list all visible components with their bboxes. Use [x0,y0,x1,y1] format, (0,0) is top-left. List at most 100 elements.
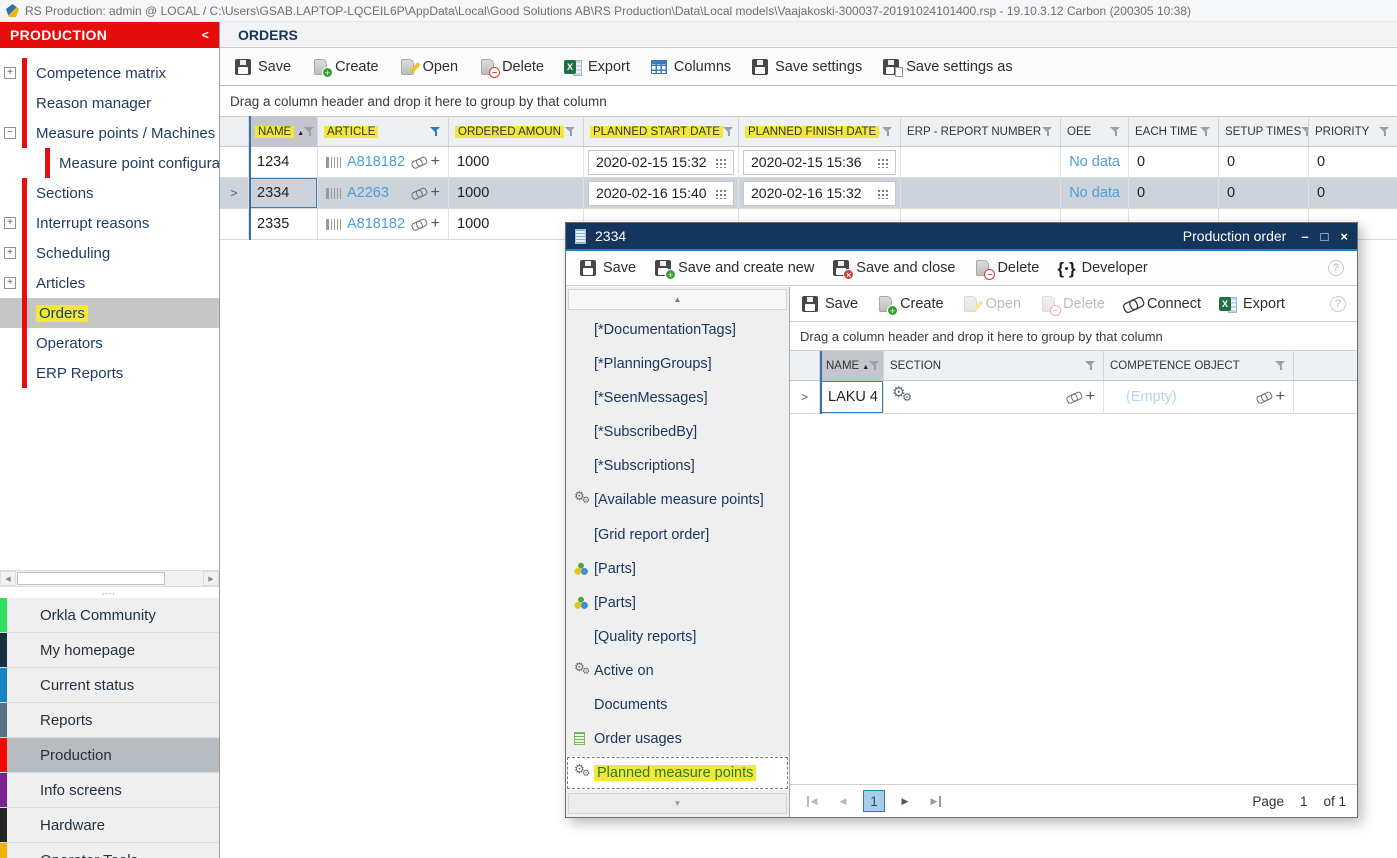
scroll-down-button[interactable] [568,793,787,814]
add-icon[interactable]: + [1275,388,1285,405]
save-button[interactable]: Save [234,58,291,75]
row-expander[interactable] [220,147,249,177]
group-by-dropzone[interactable]: Drag a column header and drop it here to… [220,86,1397,116]
nav-item-planning-groups[interactable]: [*PlanningGroups] [594,356,712,373]
date-editor[interactable]: 2020-02-16 15:32 [743,180,896,206]
cell-ordered-amount[interactable]: 1000 [449,209,584,239]
save-settings-button[interactable]: Save settings [751,58,862,75]
cell-priority[interactable]: 0 [1317,154,1326,170]
article-link[interactable]: A818182 [347,216,406,232]
cell-oee[interactable]: No data [1061,147,1129,177]
cell-name[interactable]: 2334 [249,178,318,208]
export-button[interactable]: Export [564,58,630,76]
sidebar-header[interactable]: PRODUCTION < [0,22,219,48]
cell-competence-object[interactable]: (Empty) + [1104,381,1294,413]
filter-icon[interactable] [869,360,881,371]
link-icon[interactable] [409,215,428,232]
no-data-link[interactable]: No data [1069,154,1120,170]
sidebar-horizontal-scrollbar[interactable]: ◀ ▶ [0,570,219,587]
filter-icon[interactable] [1275,360,1287,371]
nav-item-subscriptions[interactable]: [*Subscriptions] [594,458,695,475]
filter-icon[interactable] [882,126,894,137]
table-row[interactable]: LAKU 4 + (Empty) + [790,381,1357,414]
scrollbar-thumb[interactable] [17,572,165,585]
panel-group-by-dropzone[interactable]: Drag a column header and drop it here to… [790,322,1357,351]
cell-oee[interactable]: No data [1061,178,1129,208]
column-header-name[interactable]: NAME [820,351,884,380]
expand-icon[interactable]: + [4,277,16,289]
sidebar-item-interrupt-reasons[interactable]: + Interrupt reasons [0,208,219,238]
datepicker-icon[interactable] [715,156,726,168]
panel-splitter-handle[interactable] [0,588,219,598]
scroll-up-button[interactable] [568,289,787,310]
nav-item-parts[interactable]: [Parts] [566,586,789,620]
nav-item-production[interactable]: Production [0,738,219,773]
table-row-selected[interactable]: 2334 A2263 + 1000 2020-02-16 15:40 2020-… [220,178,1397,209]
datepicker-icon[interactable] [877,156,888,168]
panel-export-button[interactable]: Export [1219,296,1285,313]
columns-button[interactable]: Columns [650,58,731,75]
sidebar-item-sections[interactable]: Sections [0,178,219,208]
nav-item-operator-tools[interactable]: Operator Tools [0,843,219,858]
column-header-ordered-amount[interactable]: ORDERED AMOUN [449,117,584,146]
open-button[interactable]: Open [399,58,458,75]
nav-item-order-usages[interactable]: Order usages [566,722,789,756]
sidebar-item-orders[interactable]: Orders [0,298,219,328]
pager-next-button[interactable] [894,790,916,812]
filter-icon[interactable] [1379,126,1391,137]
nav-item-grid-report-order[interactable]: [Grid report order] [594,526,710,543]
sidebar-item-competence-matrix[interactable]: + Competence matrix [0,58,219,88]
cell-erp-report-number[interactable] [901,178,1061,208]
scroll-left-icon[interactable]: ◀ [0,571,16,586]
link-icon[interactable] [1064,388,1083,405]
column-header-planned-start[interactable]: PLANNED START DATE [584,117,739,146]
pager-prev-button[interactable] [832,790,854,812]
row-expander[interactable] [220,178,249,208]
sidebar-item-operators[interactable]: Operators [0,328,219,358]
sidebar-item-articles[interactable]: + Articles [0,268,219,298]
cell-setup-times[interactable]: 0 [1219,147,1309,177]
table-row[interactable]: 1234 A818182 + 1000 2020-02-15 15:32 202… [220,147,1397,178]
cell-ordered-amount[interactable]: 1000 [449,178,584,208]
sidebar-item-measure-points[interactable]: − Measure points / Machines [0,118,219,148]
developer-button[interactable]: Developer [1057,260,1148,277]
save-settings-as-button[interactable]: Save settings as [882,58,1013,77]
add-icon[interactable]: + [430,215,440,232]
cell-empty[interactable] [1294,381,1357,413]
panel-save-button[interactable]: Save [801,296,858,313]
cell-each-time[interactable]: 0 [1129,178,1219,208]
filter-icon[interactable] [1110,126,1122,137]
nav-item-subscribed-by[interactable]: [*SubscribedBy] [594,424,698,441]
cell-article[interactable]: A2263 + [318,178,449,208]
cell-erp-report-number[interactable] [901,147,1061,177]
save-and-close-button[interactable]: Save and close [832,260,955,280]
nav-item-orkla-community[interactable]: Orkla Community [0,598,219,633]
date-editor[interactable]: 2020-02-16 15:40 [588,180,734,206]
datepicker-icon[interactable] [877,187,888,199]
scrollbar-track[interactable] [166,571,203,586]
nav-item-quality-reports[interactable]: [Quality reports] [594,628,697,645]
pager-last-button[interactable] [925,790,947,812]
sidebar-item-scheduling[interactable]: + Scheduling [0,238,219,268]
cell-article[interactable]: A818182 + [318,147,449,177]
add-icon[interactable]: + [1085,388,1095,405]
nav-item-documents[interactable]: Documents [594,696,668,713]
add-icon[interactable]: + [430,153,440,170]
row-expander[interactable] [790,381,820,413]
nav-item-active-on[interactable]: Active on [566,654,789,688]
filter-icon[interactable] [722,126,735,137]
cell-planned-finish[interactable]: 2020-02-15 15:36 [739,147,901,177]
nav-item-available-measure-points[interactable]: [Available measure points] [566,483,789,517]
cell-planned-finish[interactable]: 2020-02-16 15:32 [739,178,901,208]
link-icon[interactable] [409,153,428,170]
expand-icon[interactable]: + [4,247,16,259]
panel-create-button[interactable]: Create [876,296,944,316]
nav-item-parts[interactable]: [Parts] [566,552,789,586]
connect-button[interactable]: Connect [1123,296,1201,313]
filter-icon[interactable] [565,126,577,137]
create-button[interactable]: Create [311,58,379,78]
dialog-delete-button[interactable]: Delete [973,260,1039,280]
maximize-icon[interactable]: □ [1320,228,1329,244]
row-expander[interactable] [220,209,249,239]
nav-item-info-screens[interactable]: Info screens [0,773,219,808]
